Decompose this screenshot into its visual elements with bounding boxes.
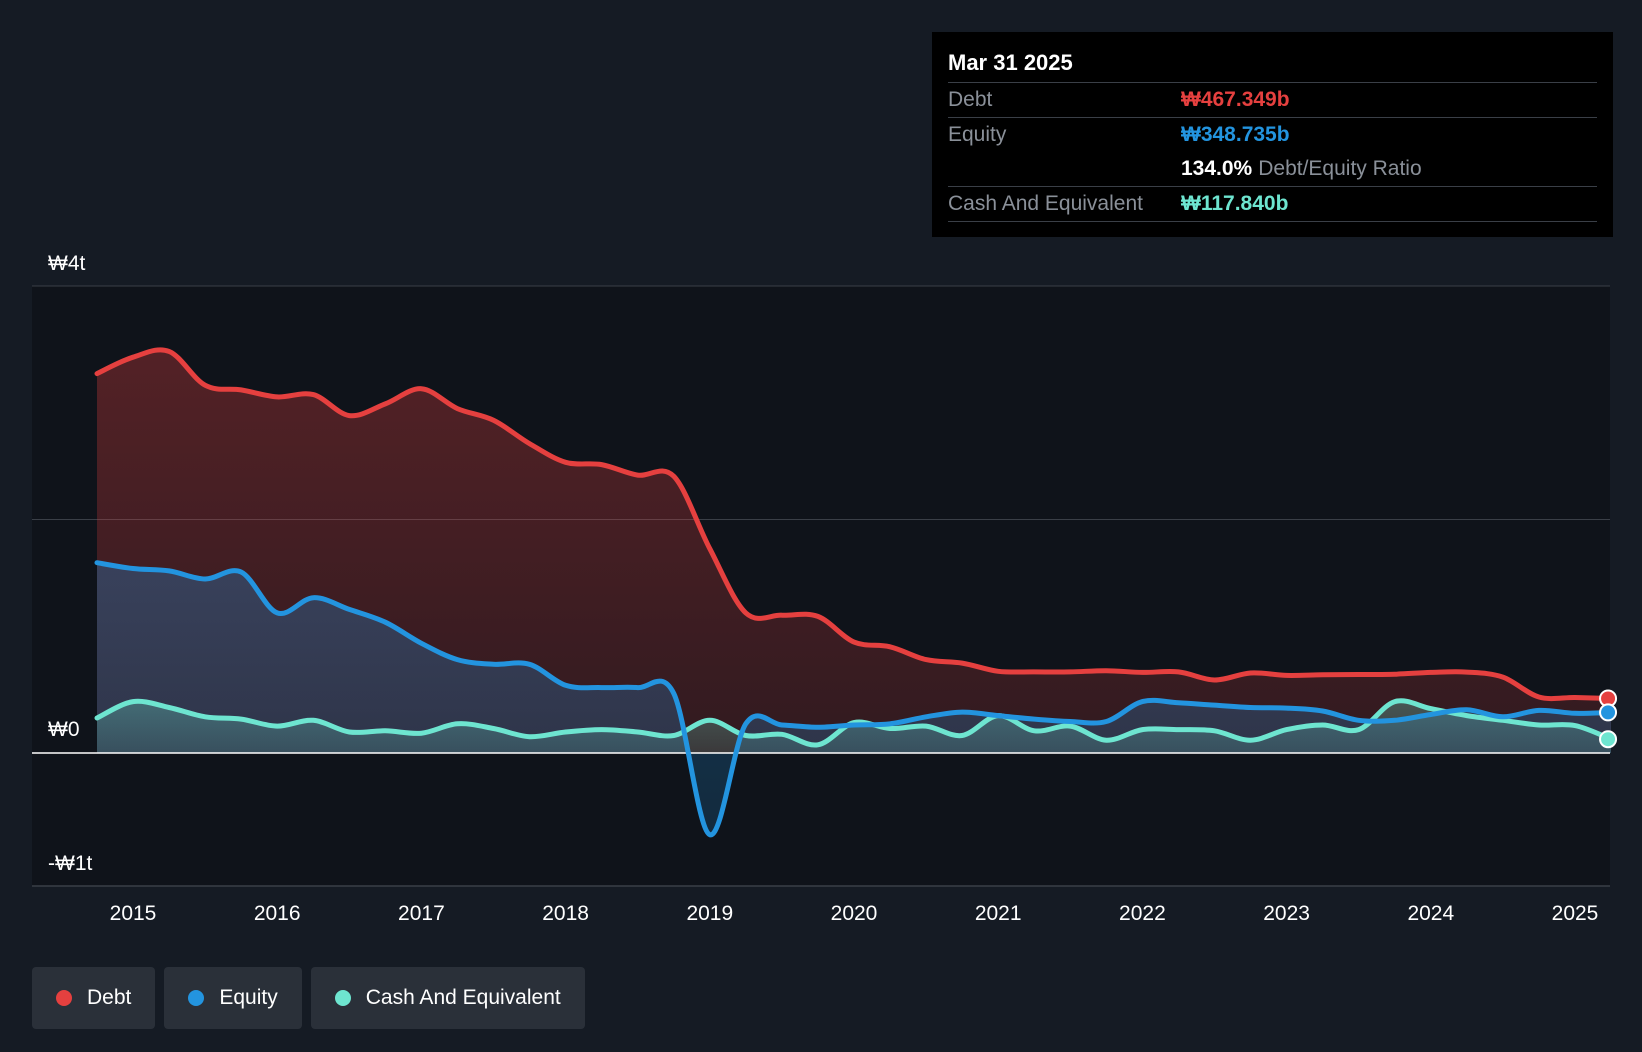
equity-area <box>97 562 1611 835</box>
debt-dot-icon <box>56 990 72 1006</box>
tooltip-date: Mar 31 2025 <box>948 32 1597 83</box>
tooltip-ratio-label: Debt/Equity Ratio <box>1258 157 1422 180</box>
tooltip-cash-label: Cash And Equivalent <box>948 192 1143 215</box>
legend-item-equity[interactable]: Equity <box>164 967 302 1029</box>
legend-debt-label: Debt <box>87 986 132 1009</box>
legend-equity-label: Equity <box>219 986 278 1009</box>
cash-dot-icon <box>334 990 351 1006</box>
tooltip-cash-value: ₩117.840b <box>1181 192 1289 215</box>
x-tick-label: 2015 <box>110 902 157 925</box>
x-tick-label: 2023 <box>1263 902 1310 925</box>
tooltip-debt-value: ₩467.349b <box>1181 88 1290 111</box>
equity-end-marker <box>1599 703 1618 722</box>
legend-item-cash[interactable]: Cash And Equivalent <box>310 967 585 1029</box>
y-tick-label: -₩1t <box>48 852 92 875</box>
legend-cash-label: Cash And Equivalent <box>365 986 561 1009</box>
legend-item-debt[interactable]: Debt <box>32 967 156 1029</box>
tooltip-equity-label: Equity <box>948 123 1007 146</box>
tooltip-cash-row: Cash And Equivalent ₩117.840b <box>948 187 1597 222</box>
tooltip-ratio-value: 134.0% <box>1181 157 1253 180</box>
debt-line <box>94 347 1614 702</box>
y-tick-label: ₩0 <box>48 718 80 741</box>
x-tick-label: 2021 <box>975 902 1022 925</box>
x-tick-label: 2022 <box>1119 902 1166 925</box>
x-tick-label: 2025 <box>1552 902 1599 925</box>
equity-line <box>94 560 1614 838</box>
tooltip-ratio-row: 134.0% Debt/Equity Ratio <box>948 152 1597 187</box>
tooltip-debt-label: Debt <box>948 88 993 111</box>
tooltip-panel: Mar 31 2025 Debt ₩467.349b Equity ₩348.7… <box>932 32 1613 237</box>
x-tick-label: 2018 <box>542 902 589 925</box>
y-tick-label: ₩4t <box>48 252 86 275</box>
tooltip-equity-value: ₩348.735b <box>1181 123 1290 146</box>
x-tick-label: 2024 <box>1407 902 1454 925</box>
x-tick-label: 2016 <box>254 902 301 925</box>
x-tick-label: 2017 <box>398 902 445 925</box>
x-tick-label: 2019 <box>686 902 733 925</box>
equity-dot-icon <box>188 990 205 1006</box>
cash-end-marker <box>1599 730 1618 749</box>
debt-area <box>97 349 1611 753</box>
x-tick-label: 2020 <box>831 902 878 925</box>
tooltip-debt-row: Debt ₩467.349b <box>948 83 1597 118</box>
legend: Debt Equity Cash And Equivalent <box>32 967 585 1029</box>
tooltip-equity-row: Equity ₩348.735b <box>948 118 1597 152</box>
